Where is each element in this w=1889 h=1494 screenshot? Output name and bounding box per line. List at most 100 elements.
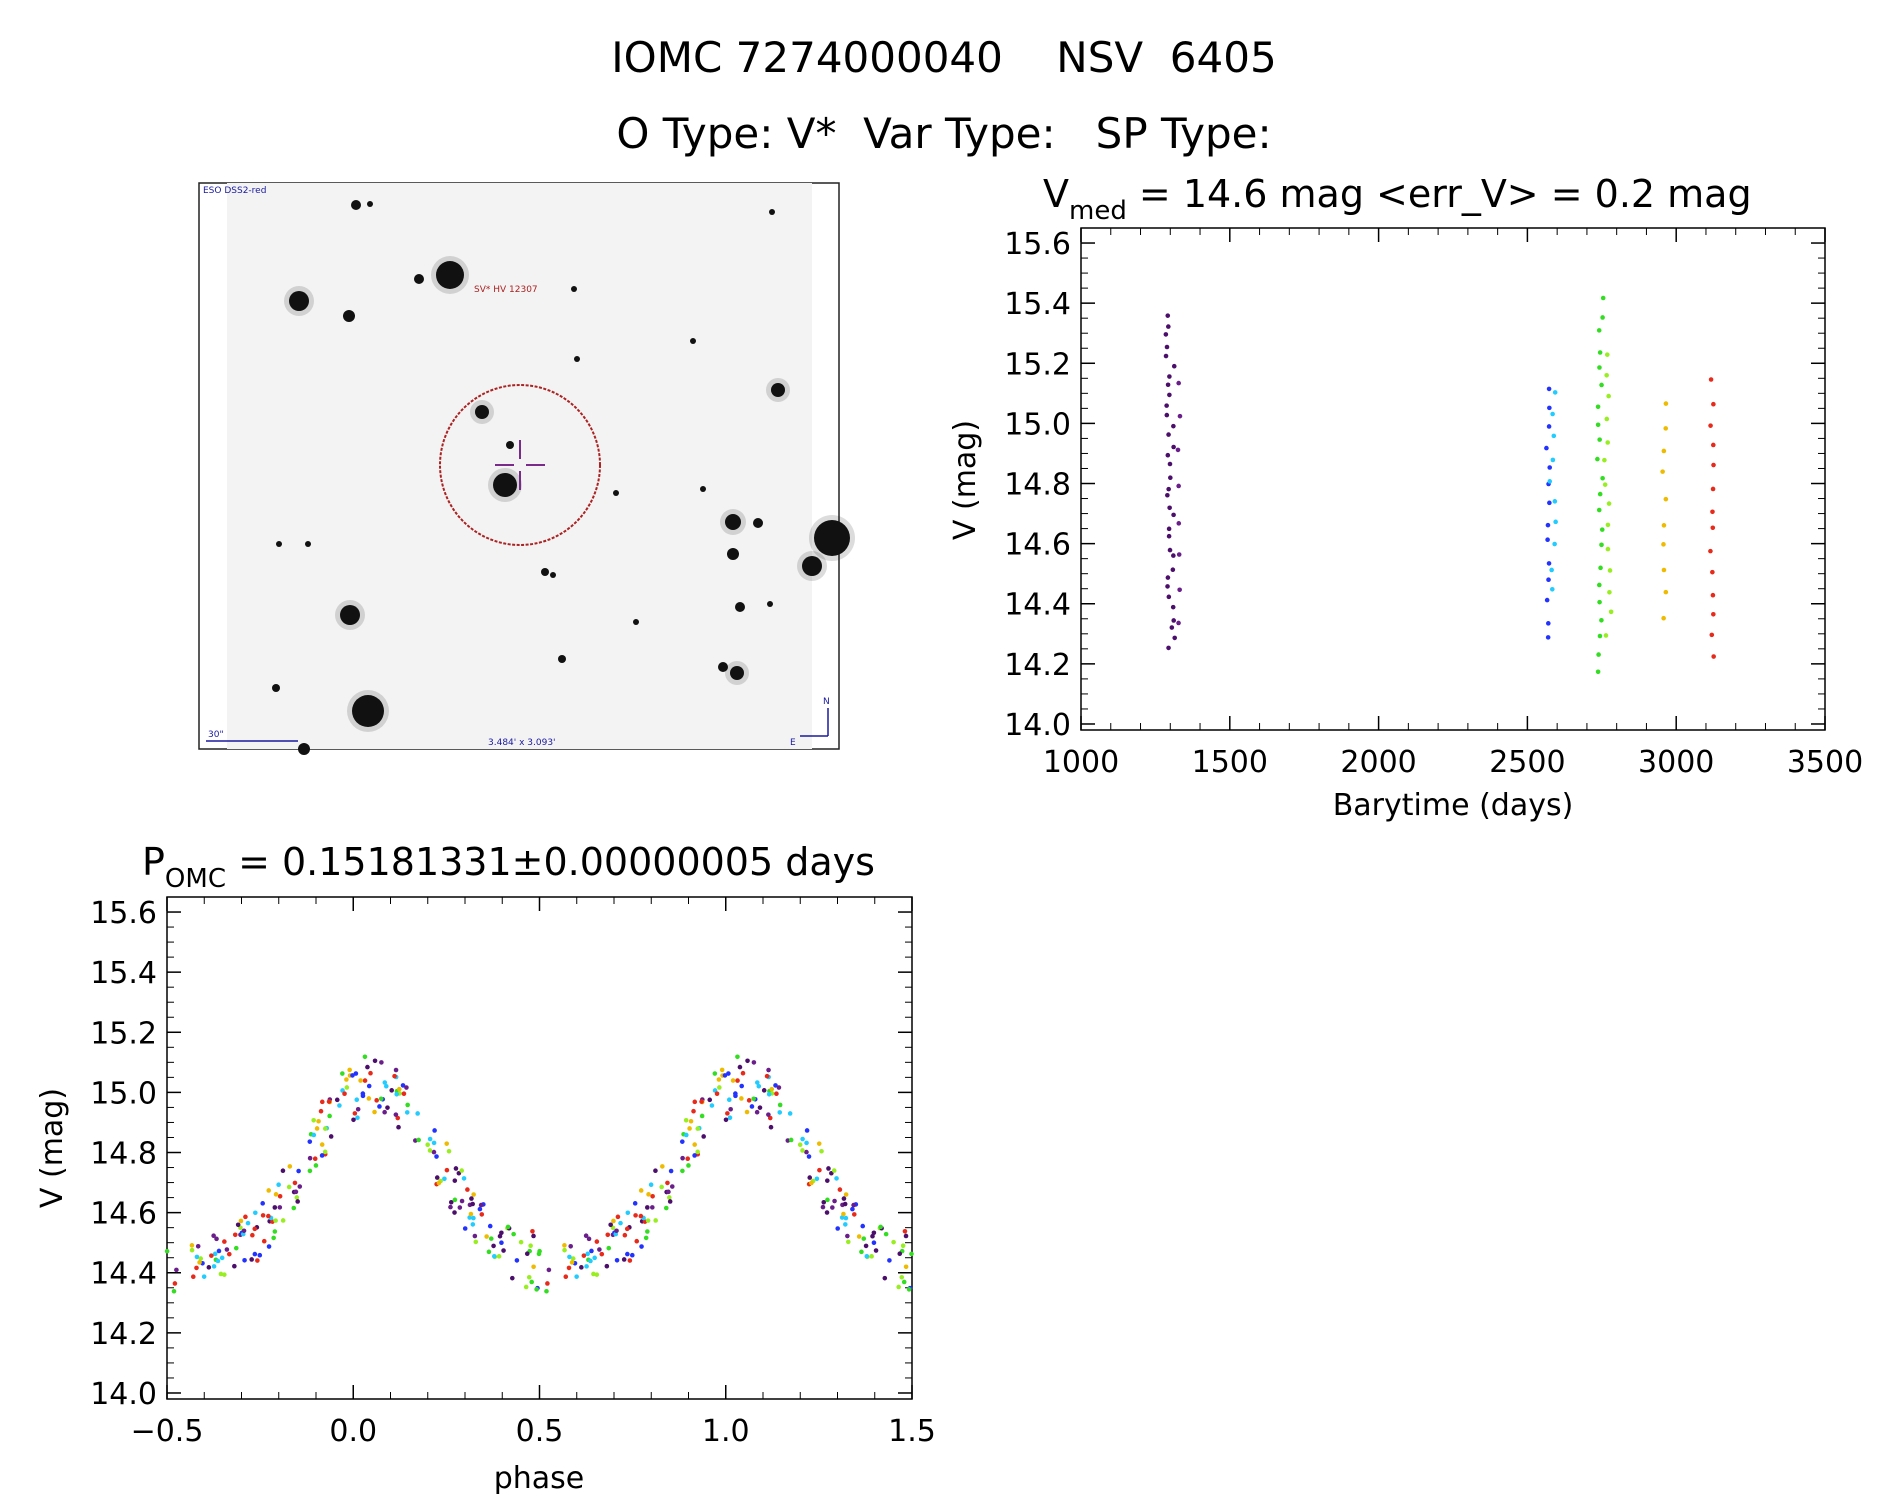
lightcurve-point xyxy=(1163,353,1169,359)
phase-point xyxy=(599,1251,605,1257)
finder-star xyxy=(700,486,706,492)
phase-point xyxy=(633,1213,638,1218)
phase-point xyxy=(639,1244,644,1249)
phase-point xyxy=(189,1243,195,1248)
phase-point xyxy=(719,1067,725,1073)
phase-point xyxy=(416,1137,421,1143)
phase-point xyxy=(511,1231,516,1237)
finder-star-halo xyxy=(431,256,469,294)
phase-point xyxy=(212,1251,218,1257)
finder-star xyxy=(814,520,850,556)
phase-title-main: P xyxy=(142,840,165,884)
phase-point xyxy=(621,1257,627,1262)
phase-point xyxy=(615,1214,621,1220)
phase-point xyxy=(232,1263,237,1269)
phase-point xyxy=(766,1067,771,1073)
phase-point xyxy=(660,1164,665,1169)
lightcurve-point xyxy=(1552,390,1558,395)
phase-point xyxy=(497,1233,503,1239)
phase-point xyxy=(294,1195,300,1200)
phase-point xyxy=(899,1274,905,1280)
lightcurve-xlabel: Barytime (days) xyxy=(1333,788,1574,823)
lightcurve-point xyxy=(1165,575,1171,580)
lightcurve-point xyxy=(1167,392,1172,398)
lightcurve-point xyxy=(1544,445,1549,451)
phase-point xyxy=(444,1141,450,1146)
phase-point xyxy=(473,1239,479,1245)
lightcurve-point xyxy=(1708,423,1713,428)
lightcurve-xtick-label: 2500 xyxy=(1489,745,1565,780)
phase-point xyxy=(864,1253,870,1259)
lightcurve-ytick-label: 14.6 xyxy=(1004,528,1071,563)
lightcurve-xtick-label: 2000 xyxy=(1340,745,1416,780)
phase-point xyxy=(354,1097,360,1103)
lightcurve-point xyxy=(1597,633,1603,639)
phase-point xyxy=(669,1184,675,1189)
phase-point xyxy=(362,1054,368,1060)
phase-point xyxy=(488,1236,494,1241)
phase-point xyxy=(470,1222,476,1227)
lightcurve-point xyxy=(1546,424,1552,429)
phase-point xyxy=(459,1198,465,1204)
finder-star xyxy=(367,201,373,207)
phase-point xyxy=(271,1235,276,1241)
phase-point xyxy=(870,1233,875,1239)
phase-point xyxy=(218,1271,224,1277)
phase-point xyxy=(501,1248,506,1253)
phase-point xyxy=(472,1233,478,1239)
phase-point xyxy=(717,1085,722,1090)
phase-point xyxy=(709,1103,715,1108)
lightcurve-point xyxy=(1171,553,1176,558)
lightcurve-point xyxy=(1596,507,1602,513)
finder-star-halo xyxy=(470,400,494,424)
lightcurve-point xyxy=(1599,617,1604,623)
phase-point xyxy=(814,1176,820,1182)
phase-point xyxy=(261,1238,267,1244)
phase-point xyxy=(534,1287,539,1292)
phase-point xyxy=(691,1108,696,1114)
phase-point xyxy=(843,1222,848,1227)
phase-point xyxy=(804,1128,810,1133)
phase-ytick-label: 15.2 xyxy=(90,1016,157,1051)
finder-star xyxy=(550,572,556,578)
phase-point xyxy=(344,1077,349,1082)
finder-star xyxy=(414,274,424,284)
phase-point xyxy=(383,1083,389,1089)
phase-point xyxy=(319,1153,325,1158)
phase-point xyxy=(171,1288,177,1294)
phase-point xyxy=(825,1178,830,1183)
phase-point xyxy=(650,1205,655,1210)
phase-point xyxy=(545,1281,550,1286)
phase-point xyxy=(372,1058,378,1064)
phase-point xyxy=(322,1149,328,1155)
phase-point xyxy=(809,1180,814,1186)
lightcurve-point xyxy=(1164,412,1170,418)
phase-point xyxy=(787,1111,793,1116)
phase-point xyxy=(276,1182,281,1188)
lightcurve-point xyxy=(1167,374,1172,379)
phase-point xyxy=(699,1113,705,1119)
phase-point xyxy=(523,1284,529,1290)
phase-point xyxy=(668,1168,674,1174)
phase-point xyxy=(470,1201,475,1207)
phase-point xyxy=(769,1086,775,1092)
phase-point xyxy=(452,1197,458,1203)
phase-point xyxy=(843,1215,849,1221)
lightcurve-point xyxy=(1171,512,1176,518)
finder-star xyxy=(574,356,580,362)
phase-point xyxy=(334,1097,340,1103)
lightcurve-ytick-label: 14.4 xyxy=(1004,588,1071,623)
phase-point xyxy=(529,1279,535,1285)
lightcurve-point xyxy=(1165,382,1171,388)
phase-point xyxy=(311,1132,317,1138)
lightcurve-point xyxy=(1711,401,1716,407)
phase-point xyxy=(382,1080,388,1085)
lightcurve-point xyxy=(1597,437,1602,442)
lightcurve-point xyxy=(1595,422,1601,428)
lightcurve-point xyxy=(1167,461,1173,467)
phase-point xyxy=(837,1187,843,1192)
lightcurve-point xyxy=(1553,519,1558,525)
phase-point xyxy=(645,1205,650,1210)
finder-star xyxy=(769,209,775,215)
